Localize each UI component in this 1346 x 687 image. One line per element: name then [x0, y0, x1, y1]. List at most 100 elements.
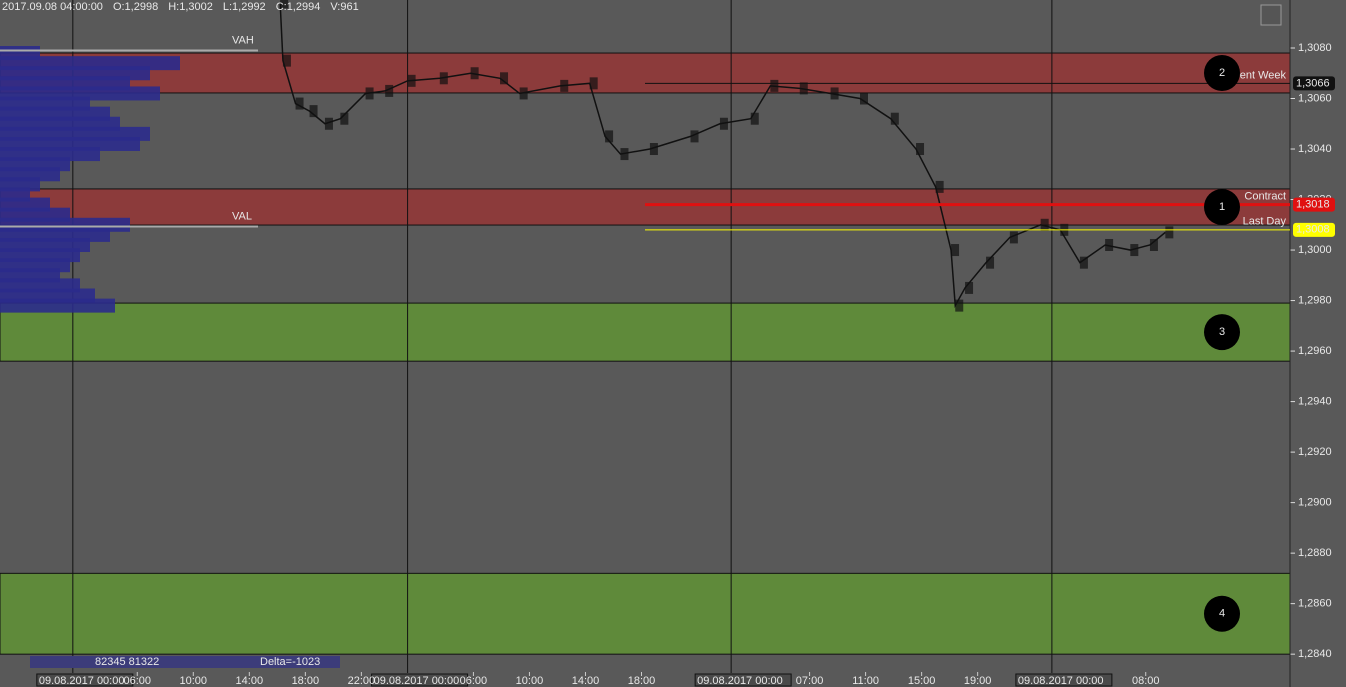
zone	[0, 572, 1291, 655]
y-tick-label: 1,2900	[1298, 497, 1332, 509]
profile-mark	[560, 79, 569, 92]
x-tick-label: 22:00	[348, 675, 376, 687]
y-tick-label: 1,3060	[1298, 92, 1332, 104]
zone-number: 3	[1219, 326, 1225, 338]
profile-mark	[770, 79, 779, 92]
header-field: V:961	[330, 1, 358, 13]
session-label-box	[694, 673, 792, 687]
y-tick-label: 1,3080	[1298, 42, 1332, 54]
zone-number: 4	[1219, 608, 1225, 620]
profile-mark	[589, 77, 598, 90]
price-line	[279, 2, 1166, 309]
y-tick-label: 1,3000	[1298, 244, 1332, 256]
level-price: 1,3018	[1296, 198, 1330, 210]
profile-mark	[860, 92, 868, 105]
profile-mark	[935, 180, 944, 193]
y-tick-label: 1,2920	[1298, 446, 1332, 458]
session-label: 09.08.2017 00:00	[374, 675, 460, 687]
profile-mark	[690, 130, 699, 143]
profile-mark	[620, 148, 629, 161]
x-tick-label: 15:00	[908, 675, 936, 687]
y-tick-label: 1,3040	[1298, 143, 1332, 155]
profile-mark	[365, 87, 374, 100]
profile-mark	[340, 112, 349, 125]
stats-volume: 82345 81322	[95, 656, 159, 668]
profile-mark	[324, 117, 333, 130]
profile-mark	[1009, 231, 1018, 244]
profile-mark	[1040, 218, 1049, 231]
x-tick-label: 10:00	[180, 675, 208, 687]
y-tick-label: 1,2980	[1298, 294, 1332, 306]
profile-mark	[500, 72, 509, 85]
y-tick-label: 1,2840	[1298, 648, 1332, 660]
profile-mark	[385, 84, 394, 97]
zone	[0, 188, 1291, 226]
profile-mark	[830, 87, 839, 100]
session-label: 09.08.2017 00:00	[39, 675, 125, 687]
level-price-box	[1293, 222, 1335, 237]
level-price-box	[1293, 197, 1335, 212]
level-price-box	[1293, 76, 1335, 91]
x-tick-label: 06:00	[123, 675, 151, 687]
profile-mark	[1079, 256, 1088, 269]
x-tick-label: 10:00	[516, 675, 544, 687]
profile-mark	[1130, 244, 1139, 257]
x-tick-label: 14:00	[236, 675, 264, 687]
value-area-label: VAH	[232, 34, 254, 46]
header-field: O:1,2998	[113, 1, 158, 13]
level-price: 1,3008	[1296, 224, 1330, 236]
value-area-label: VAL	[232, 210, 252, 222]
profile-mark	[1165, 226, 1174, 239]
level-name: Last Day	[1243, 216, 1287, 228]
y-tick-label: 1,2940	[1298, 395, 1332, 407]
profile-mark	[890, 112, 899, 125]
x-tick-label: 18:00	[292, 675, 320, 687]
level-name: Contract	[1244, 190, 1286, 202]
zone-marker	[1204, 314, 1240, 351]
zone	[0, 52, 1291, 94]
x-tick-label: 18:00	[628, 675, 656, 687]
x-tick-label: 07:00	[796, 675, 824, 687]
x-tick-label: 11:00	[852, 675, 879, 687]
header-field: L:1,2992	[223, 1, 266, 13]
profile-mark	[955, 299, 964, 312]
zone-marker	[1204, 188, 1240, 225]
y-tick-label: 1,2860	[1298, 598, 1332, 610]
profile-mark	[295, 97, 304, 110]
x-tick-label: 06:00	[460, 675, 488, 687]
profile-mark	[951, 244, 960, 257]
profile-mark	[439, 72, 448, 85]
profile-mark	[649, 143, 658, 156]
session-label: 09.08.2017 00:00	[697, 675, 783, 687]
profile-mark	[799, 82, 808, 95]
y-tick-label: 1,2960	[1298, 345, 1332, 357]
x-tick-label: 14:00	[572, 675, 600, 687]
stats-box	[30, 656, 340, 668]
volume-bar	[0, 298, 115, 313]
zone-marker	[1204, 54, 1240, 91]
session-label-box	[371, 673, 469, 687]
zone	[0, 302, 1291, 362]
y-tick-label: 1,2880	[1298, 547, 1332, 559]
zone-marker	[1204, 595, 1240, 632]
profile-mark	[519, 87, 528, 100]
session-label: 09.08.2017 00:00	[1018, 675, 1104, 687]
profile-mark	[470, 67, 479, 80]
profile-mark	[986, 256, 995, 269]
scroll-button[interactable]	[1260, 4, 1282, 26]
x-tick-label: 19:00	[964, 675, 992, 687]
header-field: C:1,2994	[276, 1, 321, 13]
profile-mark	[965, 281, 974, 294]
session-label-box	[1015, 673, 1113, 687]
zone-number: 2	[1219, 67, 1225, 79]
profile-mark	[1149, 238, 1158, 251]
profile-mark	[1105, 238, 1114, 251]
profile-mark	[282, 54, 291, 67]
profile-mark	[309, 105, 318, 118]
zone-number: 1	[1219, 201, 1225, 213]
profile-mark	[605, 130, 614, 143]
profile-mark	[750, 112, 759, 125]
stats-delta: Delta=-1023	[260, 656, 320, 668]
